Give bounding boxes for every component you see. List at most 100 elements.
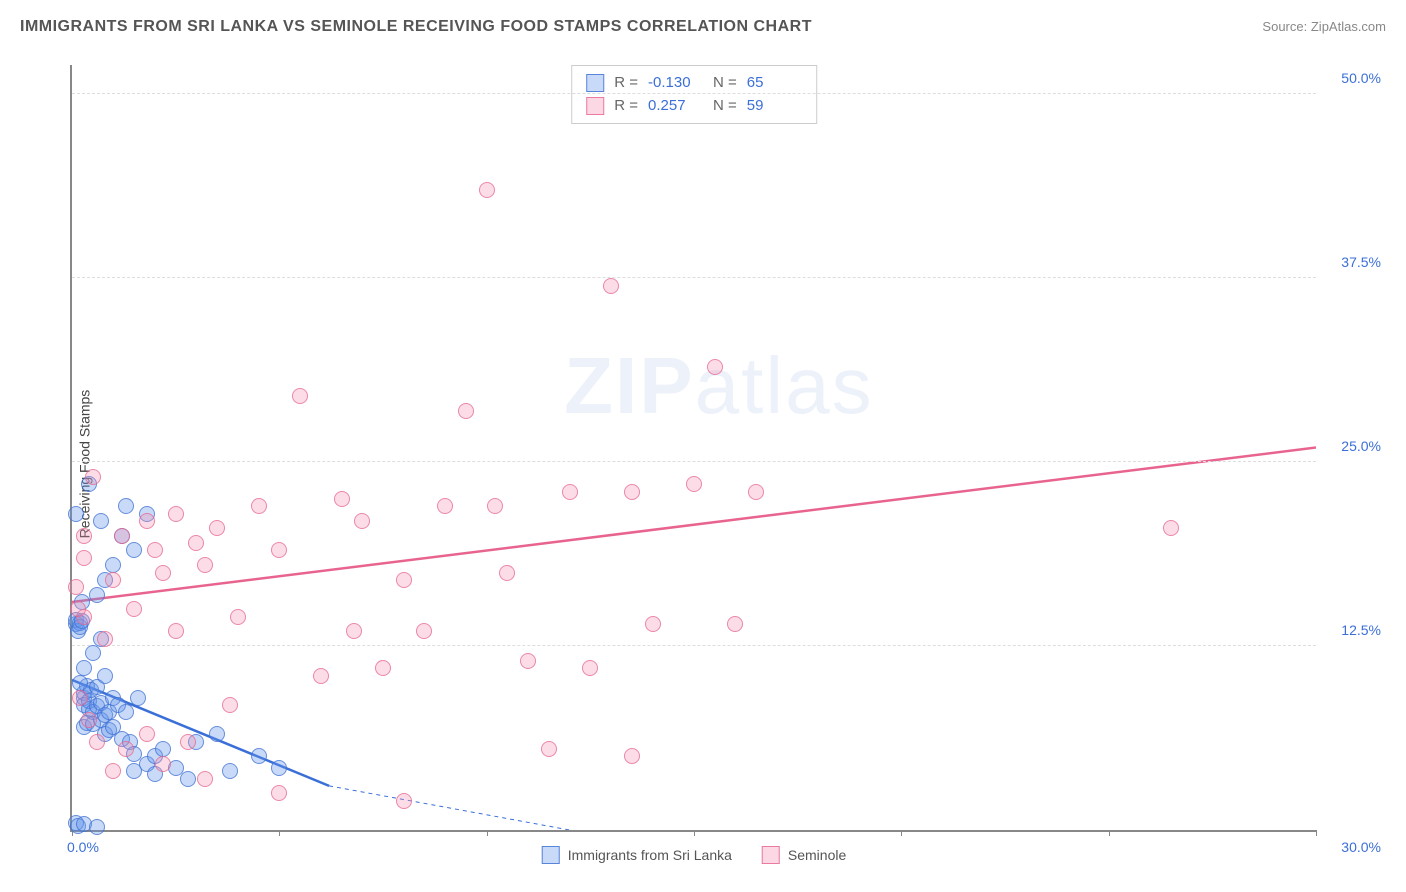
x-tick-mark xyxy=(1316,830,1317,836)
data-point-pink xyxy=(230,609,246,625)
data-point-pink xyxy=(416,623,432,639)
data-point-pink xyxy=(354,513,370,529)
data-point-pink xyxy=(437,498,453,514)
data-point-blue xyxy=(180,771,196,787)
trend-line-pink xyxy=(72,448,1316,602)
y-tick-label: 12.5% xyxy=(1341,622,1381,638)
x-tick-mark xyxy=(694,830,695,836)
data-point-pink xyxy=(313,668,329,684)
x-tick-mark xyxy=(901,830,902,836)
chart-title: IMMIGRANTS FROM SRI LANKA VS SEMINOLE RE… xyxy=(20,18,812,36)
data-point-blue xyxy=(209,726,225,742)
header: IMMIGRANTS FROM SRI LANKA VS SEMINOLE RE… xyxy=(20,18,1386,36)
data-point-pink xyxy=(603,278,619,294)
plot-area: ZIPatlas R = -0.130 N = 65 R = 0.257 N =… xyxy=(70,65,1316,832)
watermark: ZIPatlas xyxy=(564,340,873,432)
trend-line-dashed-blue xyxy=(329,786,570,830)
data-point-blue xyxy=(222,763,238,779)
data-point-pink xyxy=(209,520,225,536)
stat-n-blue: 65 xyxy=(747,72,802,95)
data-point-pink xyxy=(114,528,130,544)
legend-label-pink: Seminole xyxy=(788,847,846,863)
data-point-pink xyxy=(624,484,640,500)
data-point-blue xyxy=(93,513,109,529)
data-point-pink xyxy=(180,734,196,750)
data-point-pink xyxy=(541,741,557,757)
x-tick-mark xyxy=(279,830,280,836)
x-tick-mark xyxy=(1109,830,1110,836)
source-attribution: Source: ZipAtlas.com xyxy=(1262,19,1386,34)
data-point-blue xyxy=(105,557,121,573)
y-tick-label: 25.0% xyxy=(1341,438,1381,454)
data-point-pink xyxy=(645,616,661,632)
stats-legend-box: R = -0.130 N = 65 R = 0.257 N = 59 xyxy=(571,65,817,124)
data-point-blue xyxy=(118,498,134,514)
data-point-blue xyxy=(126,542,142,558)
stats-row-pink: R = 0.257 N = 59 xyxy=(586,95,802,118)
trend-lines-svg xyxy=(72,65,1316,830)
data-point-pink xyxy=(582,660,598,676)
data-point-blue xyxy=(68,506,84,522)
data-point-pink xyxy=(76,550,92,566)
data-point-pink xyxy=(76,528,92,544)
data-point-pink xyxy=(105,572,121,588)
stat-n-label: N = xyxy=(713,95,737,118)
data-point-pink xyxy=(271,542,287,558)
data-point-pink xyxy=(499,565,515,581)
swatch-blue-icon xyxy=(586,74,604,92)
data-point-pink xyxy=(458,403,474,419)
grid-line xyxy=(72,93,1316,94)
data-point-pink xyxy=(520,653,536,669)
data-point-pink xyxy=(97,631,113,647)
data-point-pink xyxy=(188,535,204,551)
data-point-blue xyxy=(72,675,88,691)
stat-r-pink: 0.257 xyxy=(648,95,703,118)
y-tick-label: 37.5% xyxy=(1341,254,1381,270)
data-point-pink xyxy=(487,498,503,514)
data-point-pink xyxy=(346,623,362,639)
bottom-legend: Immigrants from Sri Lanka Seminole xyxy=(542,846,847,864)
data-point-pink xyxy=(68,579,84,595)
legend-item-pink: Seminole xyxy=(762,846,846,864)
swatch-pink-icon xyxy=(762,846,780,864)
data-point-blue xyxy=(271,760,287,776)
stat-r-blue: -0.130 xyxy=(648,72,703,95)
data-point-pink xyxy=(72,690,88,706)
grid-line xyxy=(72,461,1316,462)
legend-label-blue: Immigrants from Sri Lanka xyxy=(568,847,732,863)
data-point-pink xyxy=(85,469,101,485)
data-point-pink xyxy=(168,623,184,639)
data-point-pink xyxy=(334,491,350,507)
y-tick-label: 50.0% xyxy=(1341,70,1381,86)
swatch-pink-icon xyxy=(586,97,604,115)
data-point-pink xyxy=(139,726,155,742)
swatch-blue-icon xyxy=(542,846,560,864)
data-point-pink xyxy=(147,542,163,558)
data-point-blue xyxy=(85,645,101,661)
stat-n-pink: 59 xyxy=(747,95,802,118)
data-point-pink xyxy=(155,565,171,581)
data-point-blue xyxy=(76,660,92,676)
data-point-blue xyxy=(155,741,171,757)
data-point-pink xyxy=(197,557,213,573)
grid-line xyxy=(72,277,1316,278)
data-point-blue xyxy=(130,690,146,706)
stat-n-label: N = xyxy=(713,72,737,95)
data-point-pink xyxy=(89,734,105,750)
data-point-pink xyxy=(748,484,764,500)
data-point-blue xyxy=(118,704,134,720)
data-point-blue xyxy=(251,748,267,764)
x-axis-min-label: 0.0% xyxy=(67,839,99,855)
data-point-pink xyxy=(707,359,723,375)
data-point-pink xyxy=(251,498,267,514)
data-point-pink xyxy=(81,712,97,728)
data-point-pink xyxy=(168,506,184,522)
source-link[interactable]: ZipAtlas.com xyxy=(1311,19,1386,34)
data-point-pink xyxy=(118,741,134,757)
legend-item-blue: Immigrants from Sri Lanka xyxy=(542,846,732,864)
x-axis-max-label: 30.0% xyxy=(1341,839,1381,855)
data-point-pink xyxy=(271,785,287,801)
data-point-pink xyxy=(292,388,308,404)
data-point-pink xyxy=(222,697,238,713)
data-point-pink xyxy=(396,572,412,588)
